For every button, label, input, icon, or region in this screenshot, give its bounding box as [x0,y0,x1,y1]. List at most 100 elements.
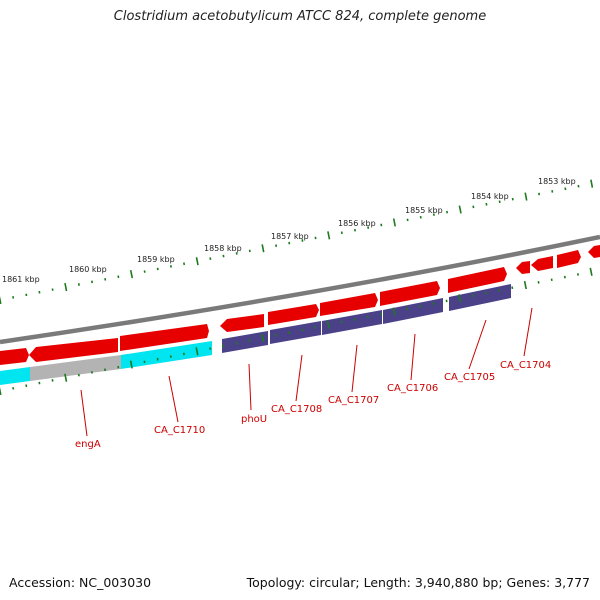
accession-text: Accession: NC_003030 [9,575,152,590]
gene-label-CA_C1706[interactable]: CA_C1706 [387,383,438,394]
ruler-tick [511,197,514,201]
grey-gene[interactable] [30,355,121,381]
ruler-tick [235,341,238,345]
ruler-tick [537,281,540,284]
leader-line [410,333,416,381]
ruler-tick [64,373,68,382]
ruler-tick [551,190,554,193]
gene-label-leaders [80,307,533,437]
ruler-tick [169,355,172,358]
outer-tick-ruler [0,179,594,305]
ruler-tick [274,334,277,337]
ruler-tick [340,231,343,235]
ruler-tick [143,270,146,273]
forward-gene[interactable] [557,250,581,268]
ruler-tick [12,296,15,299]
gene-label-CA_C1710[interactable]: CA_C1710 [154,425,205,436]
forward-gene[interactable] [29,338,118,362]
ruler-tick [25,384,28,388]
ruler-tick [340,320,343,324]
ruler-tick [38,290,41,294]
ruler-tick [419,215,422,219]
leader-line [351,344,358,393]
ruler-tick [129,360,133,369]
inner-tick-ruler [0,267,593,396]
ruler-tick [77,373,80,377]
ruler-tick [156,357,159,361]
ruler-tick [353,318,356,321]
ruler-tick [524,192,528,201]
ruler-tick [235,252,238,255]
ruler-tick [169,265,172,268]
leader-line [295,354,303,402]
forward-gene[interactable] [220,314,264,332]
forward-gene[interactable] [516,261,530,274]
ruler-tick [523,280,527,290]
ruler-tick [538,192,541,196]
gene-label-CA_C1707[interactable]: CA_C1707 [328,395,379,406]
ruler-tick [64,282,68,292]
ruler-tick [392,307,396,316]
ruler-tick [209,257,212,260]
ruler-tick [129,270,134,279]
map-title: Clostridium acetobutylicum ATCC 824, com… [113,9,487,24]
ruler-tick [261,244,265,253]
ruler-tick [392,218,396,227]
forward-gene[interactable] [320,293,378,316]
ruler-tick [576,273,579,276]
kbp-label: 1853 kbp [538,177,576,186]
ruler-tick [261,333,265,343]
leader-line [523,307,533,357]
ruler-tick [91,280,94,284]
ruler-tick [327,231,331,240]
ruler-tick [156,267,159,271]
ruler-tick [117,365,120,369]
ruler-tick [472,205,475,209]
gene-label-CA_C1708[interactable]: CA_C1708 [271,404,322,415]
kbp-label: 1855 kbp [405,206,443,215]
ruler-tick [314,236,317,240]
forward-gene[interactable] [120,324,209,351]
kbp-label: 1861 kbp [2,275,40,284]
kbp-labels: 1861 kbp 1860 kbp 1859 kbp 1858 kbp 1857… [2,177,576,284]
reverse-gene[interactable] [449,284,511,311]
leader-line [80,389,88,437]
ruler-tick [0,296,2,305]
forward-strand-genes [0,245,600,365]
ruler-tick [326,320,330,329]
ruler-tick [498,289,501,292]
gene-label-CA_C1704[interactable]: CA_C1704 [500,360,551,371]
ruler-tick [485,202,488,206]
ruler-tick [379,312,382,316]
reverse-gene[interactable] [270,321,321,344]
kbp-label: 1854 kbp [471,192,509,201]
forward-gene[interactable] [588,245,600,258]
ruler-tick [183,262,186,266]
gene-label-engA[interactable]: engA [75,439,101,450]
ruler-tick [367,226,370,229]
reverse-gene[interactable] [383,298,443,324]
ruler-tick [590,179,594,188]
ruler-tick [287,331,290,335]
ruler-tick [288,241,291,245]
ruler-tick [511,286,514,290]
forward-gene[interactable] [531,256,553,271]
ruler-tick [12,387,15,390]
forward-gene[interactable] [0,348,29,365]
genome-backbone [0,234,600,345]
kbp-label: 1859 kbp [137,255,175,264]
ruler-tick [195,347,199,356]
ruler-tick [117,275,120,279]
forward-gene[interactable] [268,304,319,325]
ruler-tick [104,368,107,372]
reverse-gene[interactable] [222,331,268,353]
gene-label-CA_C1705[interactable]: CA_C1705 [444,372,495,383]
gene-label-phoU[interactable]: phoU [241,414,267,425]
cyan-gene[interactable] [0,367,30,385]
ruler-tick [51,379,54,382]
ruler-tick [471,294,474,297]
forward-gene[interactable] [380,281,440,306]
ruler-tick [564,187,567,191]
forward-gene[interactable] [448,267,507,293]
ruler-tick [248,339,251,342]
